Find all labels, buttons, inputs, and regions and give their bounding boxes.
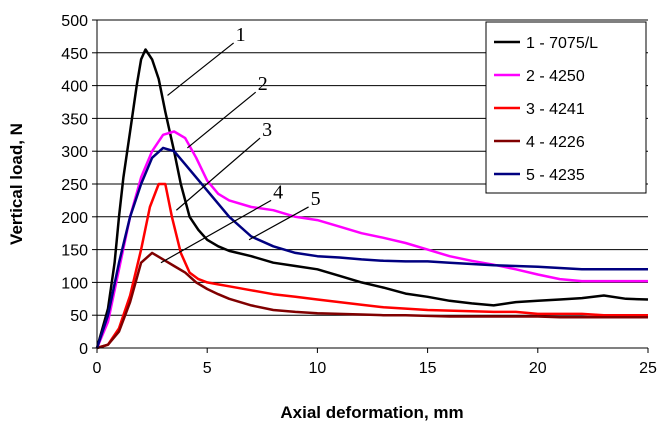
y-tick-label: 250 (61, 177, 88, 194)
legend-label-4: 4 - 4226 (526, 134, 585, 151)
callout-line-5 (248, 206, 309, 241)
y-tick-label: 50 (70, 308, 88, 325)
callout-line-1 (167, 42, 235, 96)
y-tick-label: 150 (61, 243, 88, 260)
series-line-3 (96, 182, 648, 350)
callout-line-2 (186, 91, 257, 149)
y-tick-label: 200 (61, 210, 88, 227)
x-axis-title: Axial deformation, mm (280, 403, 463, 422)
y-tick-label: 400 (61, 79, 88, 96)
x-tick-label: 0 (93, 360, 102, 377)
legend: 1 - 7075/L 2 - 4250 3 - 4241 4 - 4226 5 - 42… (485, 21, 647, 194)
y-tick-label: 100 (61, 275, 88, 292)
y-tick-label: 300 (61, 144, 88, 161)
series-line-1 (95, 48, 649, 349)
y-tick-label: 0 (79, 341, 88, 358)
series-line-2 (95, 130, 648, 349)
legend-label-2: 2 - 4250 (526, 68, 585, 85)
series-line-5 (95, 146, 648, 349)
x-tick-label: 5 (203, 360, 212, 377)
callout-label-5: 5 (311, 188, 321, 210)
callout-label-4: 4 (273, 181, 283, 203)
x-tick-label: 25 (639, 360, 657, 377)
callout-label-1: 1 (236, 24, 246, 46)
y-tick-label: 500 (61, 13, 88, 30)
callout-line-3 (175, 137, 261, 211)
y-axis-title: Vertical load, N (7, 123, 26, 245)
legend-label-3: 3 - 4241 (526, 101, 585, 118)
legend-label-5: 5 - 4235 (526, 167, 585, 184)
callout-label-2: 2 (258, 73, 268, 95)
x-tick-label: 20 (529, 360, 547, 377)
callout-line-4 (160, 199, 272, 264)
y-tick-label: 450 (61, 46, 88, 63)
y-tick-label: 350 (61, 111, 88, 128)
legend-label-1: 1 - 7075/L (526, 35, 598, 52)
callout-label-3: 3 (262, 119, 272, 141)
x-tick-label: 15 (419, 360, 437, 377)
series-line-4 (96, 251, 648, 350)
x-tick-label: 10 (309, 360, 327, 377)
series-callouts: 1 2 3 4 5 (160, 24, 321, 264)
series-lines (95, 48, 649, 350)
